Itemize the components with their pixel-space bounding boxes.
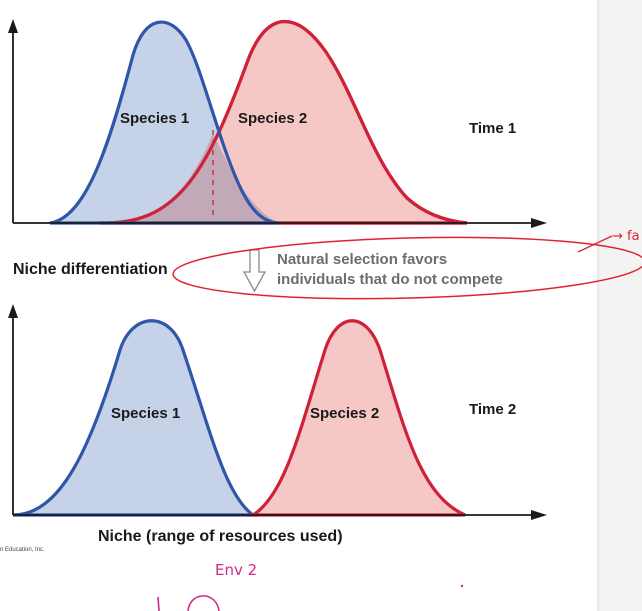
species-2-label-time-1: Species 2 xyxy=(238,110,307,127)
x-axis-arrow-time-1 xyxy=(531,218,547,228)
handwritten-arrow xyxy=(577,235,613,253)
species-2-curve-time-2 xyxy=(247,319,466,517)
y-axis-arrow-time-2 xyxy=(8,304,18,318)
notes-margin xyxy=(598,0,642,611)
transition-section: Niche differentiation Natural selection … xyxy=(13,229,642,300)
species-1-curve-time-1 xyxy=(49,20,279,225)
panel-time-2: Species 1 Species 2 Time 2 Niche (range … xyxy=(8,304,547,545)
species-1-label-time-1: Species 1 xyxy=(120,110,189,127)
handwritten-circle-annotation xyxy=(172,236,642,300)
overlap-region xyxy=(100,133,278,223)
time-1-label: Time 1 xyxy=(469,120,516,137)
selection-note-line-2: individuals that do not compete xyxy=(277,271,503,288)
species-2-outline-time-1 xyxy=(99,19,468,225)
species-1-label-time-2: Species 1 xyxy=(111,405,180,422)
handwritten-tick xyxy=(157,596,160,611)
time-2-label: Time 2 xyxy=(469,401,516,418)
down-arrow-icon xyxy=(242,249,267,293)
handwritten-margin-note: → fa xyxy=(612,229,640,244)
x-axis-arrow-time-2 xyxy=(531,510,547,520)
niche-differentiation-label: Niche differentiation xyxy=(13,261,168,278)
handwritten-notes: Env 2 xyxy=(157,561,464,611)
species-2-label-time-2: Species 2 xyxy=(310,405,379,422)
x-axis-label: Niche (range of resources used) xyxy=(98,528,343,545)
species-1-curve-time-2 xyxy=(12,319,258,517)
handwritten-env-label: Env 2 xyxy=(215,561,257,579)
selection-note-line-1: Natural selection favors xyxy=(277,251,447,268)
handwritten-dot xyxy=(460,584,464,588)
panel-time-1: Species 1 Species 2 Time 1 xyxy=(8,19,547,228)
handwritten-arc xyxy=(187,595,220,611)
y-axis-arrow-time-1 xyxy=(8,19,18,33)
copyright-credit: n Education, Inc. xyxy=(0,547,45,553)
